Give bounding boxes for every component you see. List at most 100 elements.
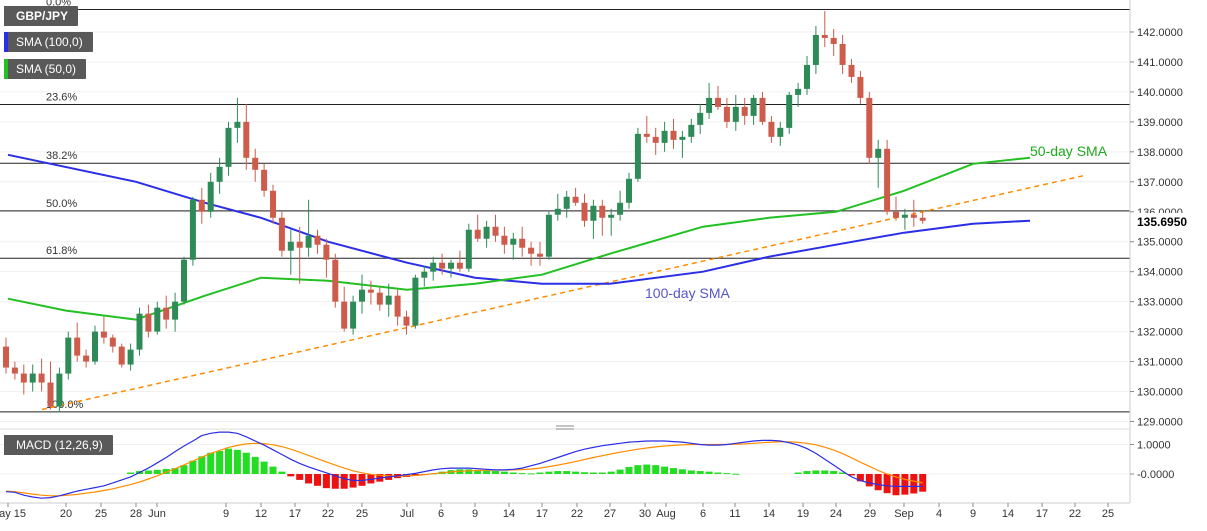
candle: [109, 334, 116, 353]
date-tick-label: Sep: [894, 508, 914, 520]
candle-body: [572, 196, 579, 203]
date-tick-label: May 15: [0, 508, 26, 520]
candle: [857, 70, 864, 104]
macd-histogram-bar: [865, 474, 873, 487]
candle-body: [367, 289, 374, 293]
macd-histogram-bar: [314, 474, 321, 486]
candle: [563, 190, 570, 218]
candle-body: [163, 307, 170, 320]
candle: [243, 103, 250, 170]
macd-histogram-bar: [589, 472, 597, 474]
candle: [590, 199, 597, 239]
date-tick-label: 9: [472, 508, 478, 520]
macd-histogram-bar: [509, 472, 517, 474]
candle-body: [92, 331, 98, 362]
candle-body: [732, 106, 739, 122]
date-tick-label: 22: [322, 508, 334, 520]
candle: [777, 121, 784, 146]
candle: [172, 292, 179, 332]
macd-tick-label: -0.0000: [1137, 469, 1174, 481]
price-tick-label: 140.0000: [1137, 87, 1183, 99]
sma-100-line: [7, 153, 1031, 285]
candles: [3, 11, 926, 413]
candle: [252, 148, 259, 182]
candle: [617, 190, 624, 221]
candle: [38, 358, 45, 392]
candle: [528, 241, 535, 266]
candle: [47, 361, 54, 410]
legend-sma50[interactable]: SMA (50,0): [4, 59, 87, 79]
candle: [198, 187, 205, 224]
candle-body: [261, 169, 268, 191]
candle: [305, 199, 312, 257]
candle-body: [225, 127, 232, 167]
candle-body: [189, 199, 196, 260]
date-tick-label: 11: [729, 508, 740, 520]
macd-tick-label: 1.0000: [1137, 440, 1171, 452]
candle: [875, 139, 882, 188]
candle-body: [332, 259, 339, 302]
legend-macd[interactable]: MACD (12,26,9): [4, 435, 113, 455]
candle: [581, 193, 588, 227]
candle: [510, 232, 517, 260]
macd-histogram-bar: [162, 468, 170, 474]
candle-body: [359, 289, 365, 302]
macd-histogram-bar: [198, 456, 206, 474]
price-tick-label: 131.0000: [1137, 357, 1183, 369]
candle-body: [278, 217, 285, 251]
candle-body: [528, 247, 535, 254]
candle-body: [412, 277, 419, 326]
candle: [145, 304, 152, 338]
candle: [11, 361, 18, 380]
ascending-trendline: [41, 175, 1084, 411]
macd-histogram-bar: [216, 450, 224, 474]
price-tick-label: 132.0000: [1137, 327, 1183, 339]
macd-histogram-bar: [483, 470, 491, 474]
legend-symbol[interactable]: GBP/JPY: [4, 6, 79, 26]
sma-100-annotation: 100-day SMA: [645, 285, 730, 301]
price-tick-label: 133.0000: [1137, 297, 1183, 309]
candle-body: [305, 235, 312, 248]
date-tick-label: 28: [130, 508, 142, 520]
candle-body: [590, 205, 597, 221]
candle: [74, 322, 81, 362]
sma-50-annotation: 50-day SMA: [1030, 143, 1108, 159]
candle-body: [394, 295, 401, 317]
date-tick-label: 17: [536, 508, 548, 520]
price-tick-label: 142.0000: [1137, 27, 1183, 39]
macd-histogram-bar: [322, 474, 330, 489]
candle: [750, 94, 757, 125]
candle: [56, 367, 63, 413]
candle: [189, 196, 196, 266]
candle: [715, 85, 721, 110]
candle-body: [599, 205, 606, 218]
date-tick-label: 9: [223, 508, 229, 520]
macd-histogram-bar: [492, 471, 499, 474]
candle-body: [83, 355, 90, 362]
candle-body: [172, 301, 179, 320]
candle-body: [403, 316, 410, 326]
macd-histogram-bar: [340, 474, 348, 489]
date-tick-label: 6: [438, 508, 444, 520]
candle: [866, 91, 873, 164]
date-tick-label: Jun: [148, 508, 166, 520]
date-tick-label: 29: [864, 508, 876, 520]
candle: [439, 253, 446, 275]
axes: 142.0000141.0000140.0000139.0000138.0000…: [0, 0, 1188, 520]
candle: [385, 283, 392, 317]
fib-label: 38.2%: [46, 150, 77, 162]
candle-body: [287, 241, 294, 251]
candle-body: [643, 133, 650, 137]
fib-label: 61.8%: [46, 245, 77, 257]
candle-body: [901, 214, 908, 218]
macd-histogram-bar: [714, 472, 722, 474]
macd-histogram-bar: [883, 474, 891, 494]
panel-divider[interactable]: [0, 425, 1130, 430]
legend-sma100[interactable]: SMA (100,0): [4, 32, 93, 52]
candle: [376, 286, 383, 311]
candle-body: [608, 214, 615, 218]
candle-body: [74, 337, 81, 356]
candle: [412, 274, 419, 329]
